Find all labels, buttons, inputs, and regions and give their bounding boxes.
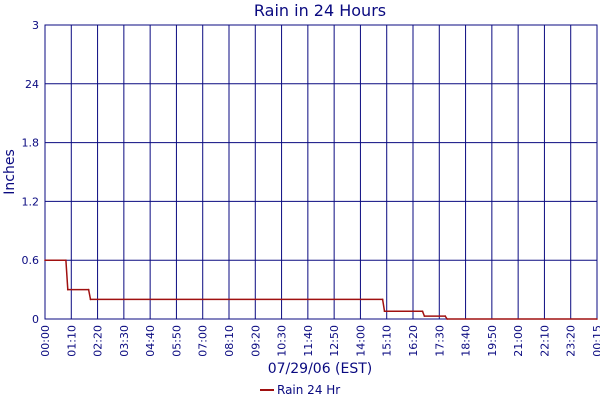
- series-point: [383, 310, 386, 312]
- x-tick-label: 23:20: [565, 325, 578, 357]
- x-tick-label: 01:10: [65, 325, 78, 357]
- x-tick-label: 21:00: [512, 325, 525, 357]
- x-tick-label: 00:15: [591, 325, 600, 357]
- series-point: [596, 318, 598, 320]
- series-point: [89, 298, 92, 301]
- series-line-rain-24-hr: [45, 259, 597, 320]
- legend-label-rain-24-hr: Rain 24 Hr: [277, 383, 340, 397]
- series-layer: [44, 259, 598, 320]
- series-point: [66, 288, 69, 291]
- series-point: [446, 318, 448, 320]
- plot-frame: [44, 24, 598, 320]
- x-tick-label: 19:50: [486, 325, 499, 357]
- y-tick-label: 0: [32, 313, 39, 326]
- x-tick-label: 12:50: [328, 325, 341, 357]
- x-tick-label: 07:00: [197, 325, 210, 357]
- x-tick-label: 17:30: [433, 325, 446, 357]
- series-point: [44, 259, 46, 262]
- y-axis-label: Inches: [2, 149, 18, 194]
- x-tick-label: 22:10: [538, 325, 551, 357]
- x-tick-label: 00:00: [39, 325, 52, 357]
- y-tick-label: 3: [32, 19, 39, 32]
- y-tick-label: 24: [25, 78, 39, 91]
- x-tick-label: 02:20: [92, 325, 105, 357]
- x-tick-label: 03:30: [118, 325, 131, 357]
- y-tick-label: 1.2: [22, 195, 40, 208]
- series-point: [65, 259, 67, 262]
- grid: [45, 25, 597, 319]
- x-tick-label: 10:30: [276, 325, 289, 357]
- series-point: [421, 310, 424, 312]
- x-tick-label: 04:40: [144, 325, 157, 357]
- x-tick-label: 18:40: [460, 325, 473, 357]
- y-tick-labels: 0 0.6 1.2 1.8 24 3: [22, 19, 40, 326]
- x-tick-labels: 00:00 01:10 02:20 03:30 04:40 05:50 07:00 08:10…: [39, 325, 600, 357]
- series-point: [381, 298, 384, 301]
- x-tick-label: 11:40: [302, 325, 315, 357]
- x-tick-label: 15:10: [381, 325, 394, 357]
- x-tick-label: 14:00: [354, 325, 367, 357]
- chart-title: Rain in 24 Hours: [254, 1, 386, 20]
- x-axis-label: 07/29/06 (EST): [268, 361, 373, 377]
- x-tick-label: 16:20: [407, 325, 420, 357]
- legend: Rain 24 Hr: [260, 383, 340, 397]
- series-point: [87, 288, 90, 291]
- y-tick-label: 0.6: [22, 254, 40, 267]
- x-tick-label: 05:50: [170, 325, 183, 357]
- x-tick-label: 09:20: [249, 325, 262, 357]
- y-tick-label: 1.8: [22, 137, 40, 150]
- series-point: [423, 315, 426, 317]
- x-tick-label: 08:10: [223, 325, 236, 357]
- series-point: [444, 315, 447, 317]
